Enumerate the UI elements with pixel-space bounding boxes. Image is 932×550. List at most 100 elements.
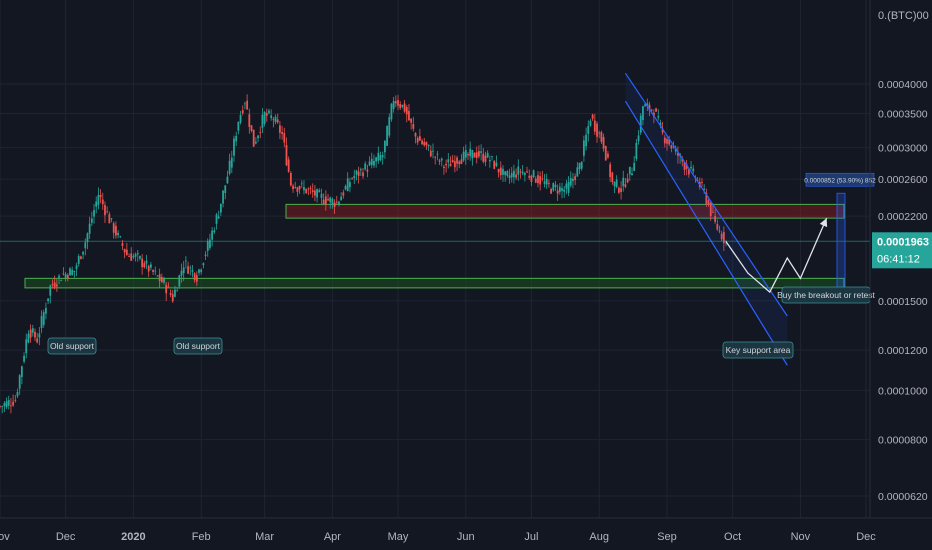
- candle: [344, 184, 347, 191]
- price-zones: [24, 203, 845, 289]
- candle: [556, 184, 559, 201]
- measure-tool[interactable]: 0.0000852 (53.90%) 852: [804, 172, 876, 289]
- time-axis[interactable]: Nov Dec 2020 Feb Mar Apr May Jun Jul Aug Sep Oct Nov…: [0, 517, 932, 543]
- candle-body: [149, 264, 152, 268]
- candle-body: [71, 269, 74, 276]
- candle-body: [346, 178, 349, 191]
- last-price-badge-bg: [872, 232, 932, 269]
- candle: [178, 274, 181, 289]
- candle: [427, 144, 430, 152]
- candle-body: [99, 194, 102, 198]
- candle: [523, 171, 526, 182]
- time-tick-label: Nov: [0, 531, 10, 543]
- candle-body: [429, 150, 432, 157]
- resistance-zone[interactable]: [285, 203, 845, 219]
- candle: [506, 170, 509, 178]
- candle: [58, 273, 60, 285]
- candle-body: [303, 187, 305, 191]
- candle-body: [327, 199, 329, 201]
- candle: [0, 405, 1, 409]
- candle: [320, 188, 323, 206]
- old-support-callout-2[interactable]: Old support: [173, 337, 223, 355]
- candle: [215, 212, 218, 230]
- candle-body: [36, 338, 39, 343]
- candle: [705, 188, 708, 207]
- candle: [202, 262, 205, 269]
- channel-upper-line[interactable]: [624, 72, 788, 317]
- candle-body: [714, 216, 717, 222]
- candle-body: [622, 177, 625, 187]
- candle-body: [357, 171, 360, 176]
- candle: [510, 167, 513, 183]
- annotations: Old support Old support Key support area…: [47, 286, 876, 359]
- candle: [104, 201, 106, 224]
- candle-body: [655, 108, 657, 112]
- candle: [51, 279, 54, 289]
- candle-body: [169, 293, 172, 295]
- candle-body: [154, 270, 157, 272]
- candle: [10, 398, 12, 414]
- candle-body: [414, 132, 417, 137]
- candle-body: [51, 284, 54, 285]
- candle: [7, 395, 10, 410]
- channel-lower-line[interactable]: [624, 100, 788, 366]
- candle-body: [497, 168, 500, 173]
- time-tick-label: May: [388, 531, 409, 543]
- candle: [169, 289, 172, 298]
- candle-body: [204, 254, 207, 256]
- candle: [449, 156, 452, 167]
- candle: [484, 151, 487, 167]
- candle-body: [42, 312, 45, 325]
- last-price-badge[interactable]: 0.0001963 06:41:12: [872, 232, 932, 269]
- price-tick-label: 0.0003500: [878, 109, 928, 121]
- candle-body: [561, 188, 563, 191]
- candle-body: [193, 273, 196, 281]
- candle: [602, 133, 605, 152]
- candle-body: [219, 203, 222, 213]
- candle-body: [482, 153, 485, 162]
- candle-body: [180, 270, 183, 276]
- price-tick-label: 0.0004000: [878, 79, 928, 91]
- old-support-box-1: [47, 337, 97, 355]
- candle: [156, 274, 159, 277]
- candle-body: [383, 140, 386, 153]
- candle: [543, 173, 546, 188]
- candle: [145, 254, 148, 270]
- candle-body: [657, 116, 660, 118]
- candle-body: [685, 164, 688, 169]
- candle-body: [340, 196, 343, 201]
- candle: [191, 264, 194, 278]
- candle-body: [259, 131, 262, 133]
- key-support-box: [722, 341, 794, 359]
- candle: [403, 100, 406, 113]
- candle-body: [60, 280, 63, 281]
- candle-body: [672, 146, 675, 147]
- key-support-callout[interactable]: Key support area: [722, 341, 794, 359]
- candle-body: [23, 355, 25, 362]
- candle: [604, 145, 607, 161]
- candle-body: [587, 126, 590, 134]
- candle: [73, 270, 76, 278]
- candle-body: [399, 104, 402, 108]
- projection-path[interactable]: [725, 217, 828, 294]
- old-support-box-2: [173, 337, 223, 355]
- old-support-callout-1[interactable]: Old support: [47, 337, 97, 355]
- candle: [663, 134, 666, 148]
- candle-body: [344, 186, 347, 190]
- candle: [539, 171, 542, 191]
- support-zone[interactable]: [24, 277, 845, 289]
- candle: [88, 216, 91, 240]
- breakout-callout[interactable]: Buy the breakout or retest: [777, 286, 876, 304]
- candle: [408, 104, 410, 122]
- candle-body: [335, 201, 338, 203]
- candle-body: [217, 216, 220, 219]
- candle-body: [462, 151, 465, 161]
- descending-channel[interactable]: [624, 72, 788, 366]
- candle: [167, 282, 170, 288]
- price-tick-label: 0.0001200: [878, 345, 928, 357]
- candle-body: [108, 214, 111, 224]
- candle: [532, 169, 535, 179]
- price-axis[interactable]: 0.(BTC)00 0.00040000.00035000.00030000.0…: [869, 0, 932, 518]
- candle-body: [40, 316, 43, 329]
